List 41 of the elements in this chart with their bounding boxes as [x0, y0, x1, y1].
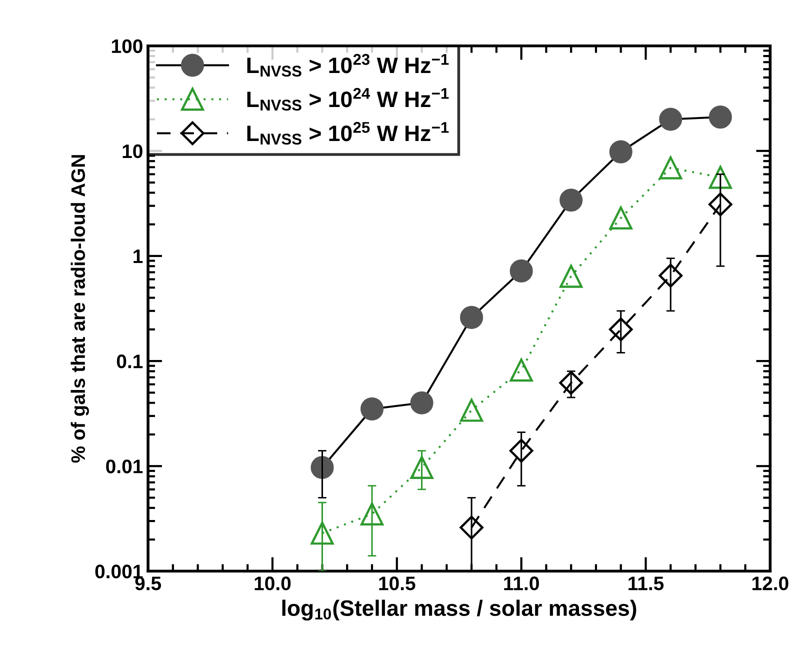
point — [608, 317, 633, 342]
x-tick-label: 11.0 — [504, 576, 539, 590]
x-tick-label: 9.5 — [135, 576, 162, 590]
point — [310, 522, 334, 545]
point — [559, 370, 583, 395]
point — [708, 106, 732, 129]
x-tick-label: 12.0 — [752, 576, 788, 590]
y-tick-label: 100 — [112, 39, 142, 54]
point — [510, 259, 533, 282]
point — [509, 438, 534, 463]
point — [560, 188, 583, 212]
point — [360, 502, 384, 526]
x-tick-label: 10.0 — [254, 576, 291, 590]
point — [708, 166, 732, 189]
y-tick-label: 1 — [134, 250, 143, 264]
point — [609, 206, 632, 230]
point — [658, 264, 683, 288]
point — [460, 398, 484, 422]
x-tick-label: 11.5 — [628, 576, 664, 590]
point — [310, 456, 334, 480]
legend-label: L$_{NVSS}$ > 10$^{23}$ W Hz$^{−1}$ — [247, 54, 449, 77]
y-tick-label: 0.01 — [106, 460, 143, 474]
legend-label: L$_{NVSS}$ > 10$^{24}$ W Hz$^{−1}$ — [247, 88, 449, 111]
point — [510, 358, 533, 382]
legend-label: L$_{NVSS}$ > 10$^{25}$ W Hz$^{−1}$ — [247, 122, 449, 145]
y-tick-label: 0.001 — [95, 564, 143, 578]
x-axis-title: log$_{10}$(Stellar mass / solar masses) — [282, 600, 636, 621]
point — [460, 516, 484, 540]
y-tick-label: 0.1 — [116, 354, 143, 368]
y-tick-label: 10 — [122, 144, 142, 158]
x-tick-label: 10.5 — [379, 576, 416, 590]
point — [659, 108, 682, 131]
point — [560, 264, 583, 288]
point — [659, 156, 682, 180]
point — [708, 192, 732, 216]
point — [460, 306, 484, 329]
point — [360, 397, 384, 420]
point — [410, 456, 434, 480]
y-axis-title: % of gals that are radio-loud AGN — [70, 155, 89, 463]
point — [410, 391, 434, 414]
point — [609, 140, 632, 164]
